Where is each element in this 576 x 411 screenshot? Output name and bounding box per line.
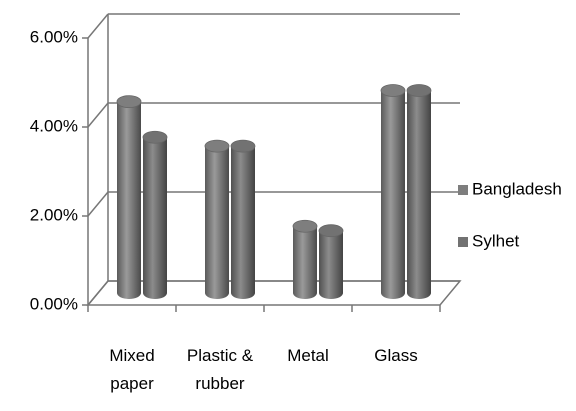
y-tick-label: 2.00% <box>30 205 78 224</box>
x-tick-label: Plastic & rubber <box>186 346 254 393</box>
bar <box>142 130 168 299</box>
x-tick-label: Mixed paper <box>109 346 155 393</box>
bar <box>292 219 318 299</box>
bar <box>406 84 432 299</box>
bar-body <box>143 137 167 293</box>
bar-top <box>204 139 230 153</box>
grid-line <box>87 102 109 128</box>
x-tick-label: Metal <box>287 346 329 365</box>
bar-body <box>319 230 343 293</box>
legend-swatch <box>458 237 468 247</box>
bar-body <box>117 101 141 294</box>
grid-line <box>87 13 109 39</box>
y-tick-label: 0.00% <box>30 294 78 313</box>
bar <box>380 84 406 299</box>
bar-top <box>142 130 168 144</box>
legend-swatch <box>458 185 468 195</box>
grid-line <box>87 191 109 217</box>
y-tick-label: 6.00% <box>30 27 78 46</box>
bar-top <box>406 84 432 97</box>
legend-label: Bangladesh <box>472 179 562 198</box>
bar-body <box>381 90 405 294</box>
bar-top <box>292 219 318 233</box>
bar-top <box>230 139 256 153</box>
bar-top <box>116 95 142 109</box>
bar-top <box>318 224 344 238</box>
bar <box>318 224 344 299</box>
grid-line <box>87 280 109 306</box>
bar <box>116 95 142 299</box>
bar-body <box>205 146 229 293</box>
bar-body <box>231 146 255 293</box>
bar-top <box>380 84 406 97</box>
bar-body <box>293 226 317 293</box>
y-tick-label: 4.00% <box>30 116 78 135</box>
x-tick-label: Glass <box>374 346 418 365</box>
bar <box>204 139 230 299</box>
legend-label: Sylhet <box>472 231 520 250</box>
bar <box>230 139 256 299</box>
bar-body <box>407 90 431 294</box>
